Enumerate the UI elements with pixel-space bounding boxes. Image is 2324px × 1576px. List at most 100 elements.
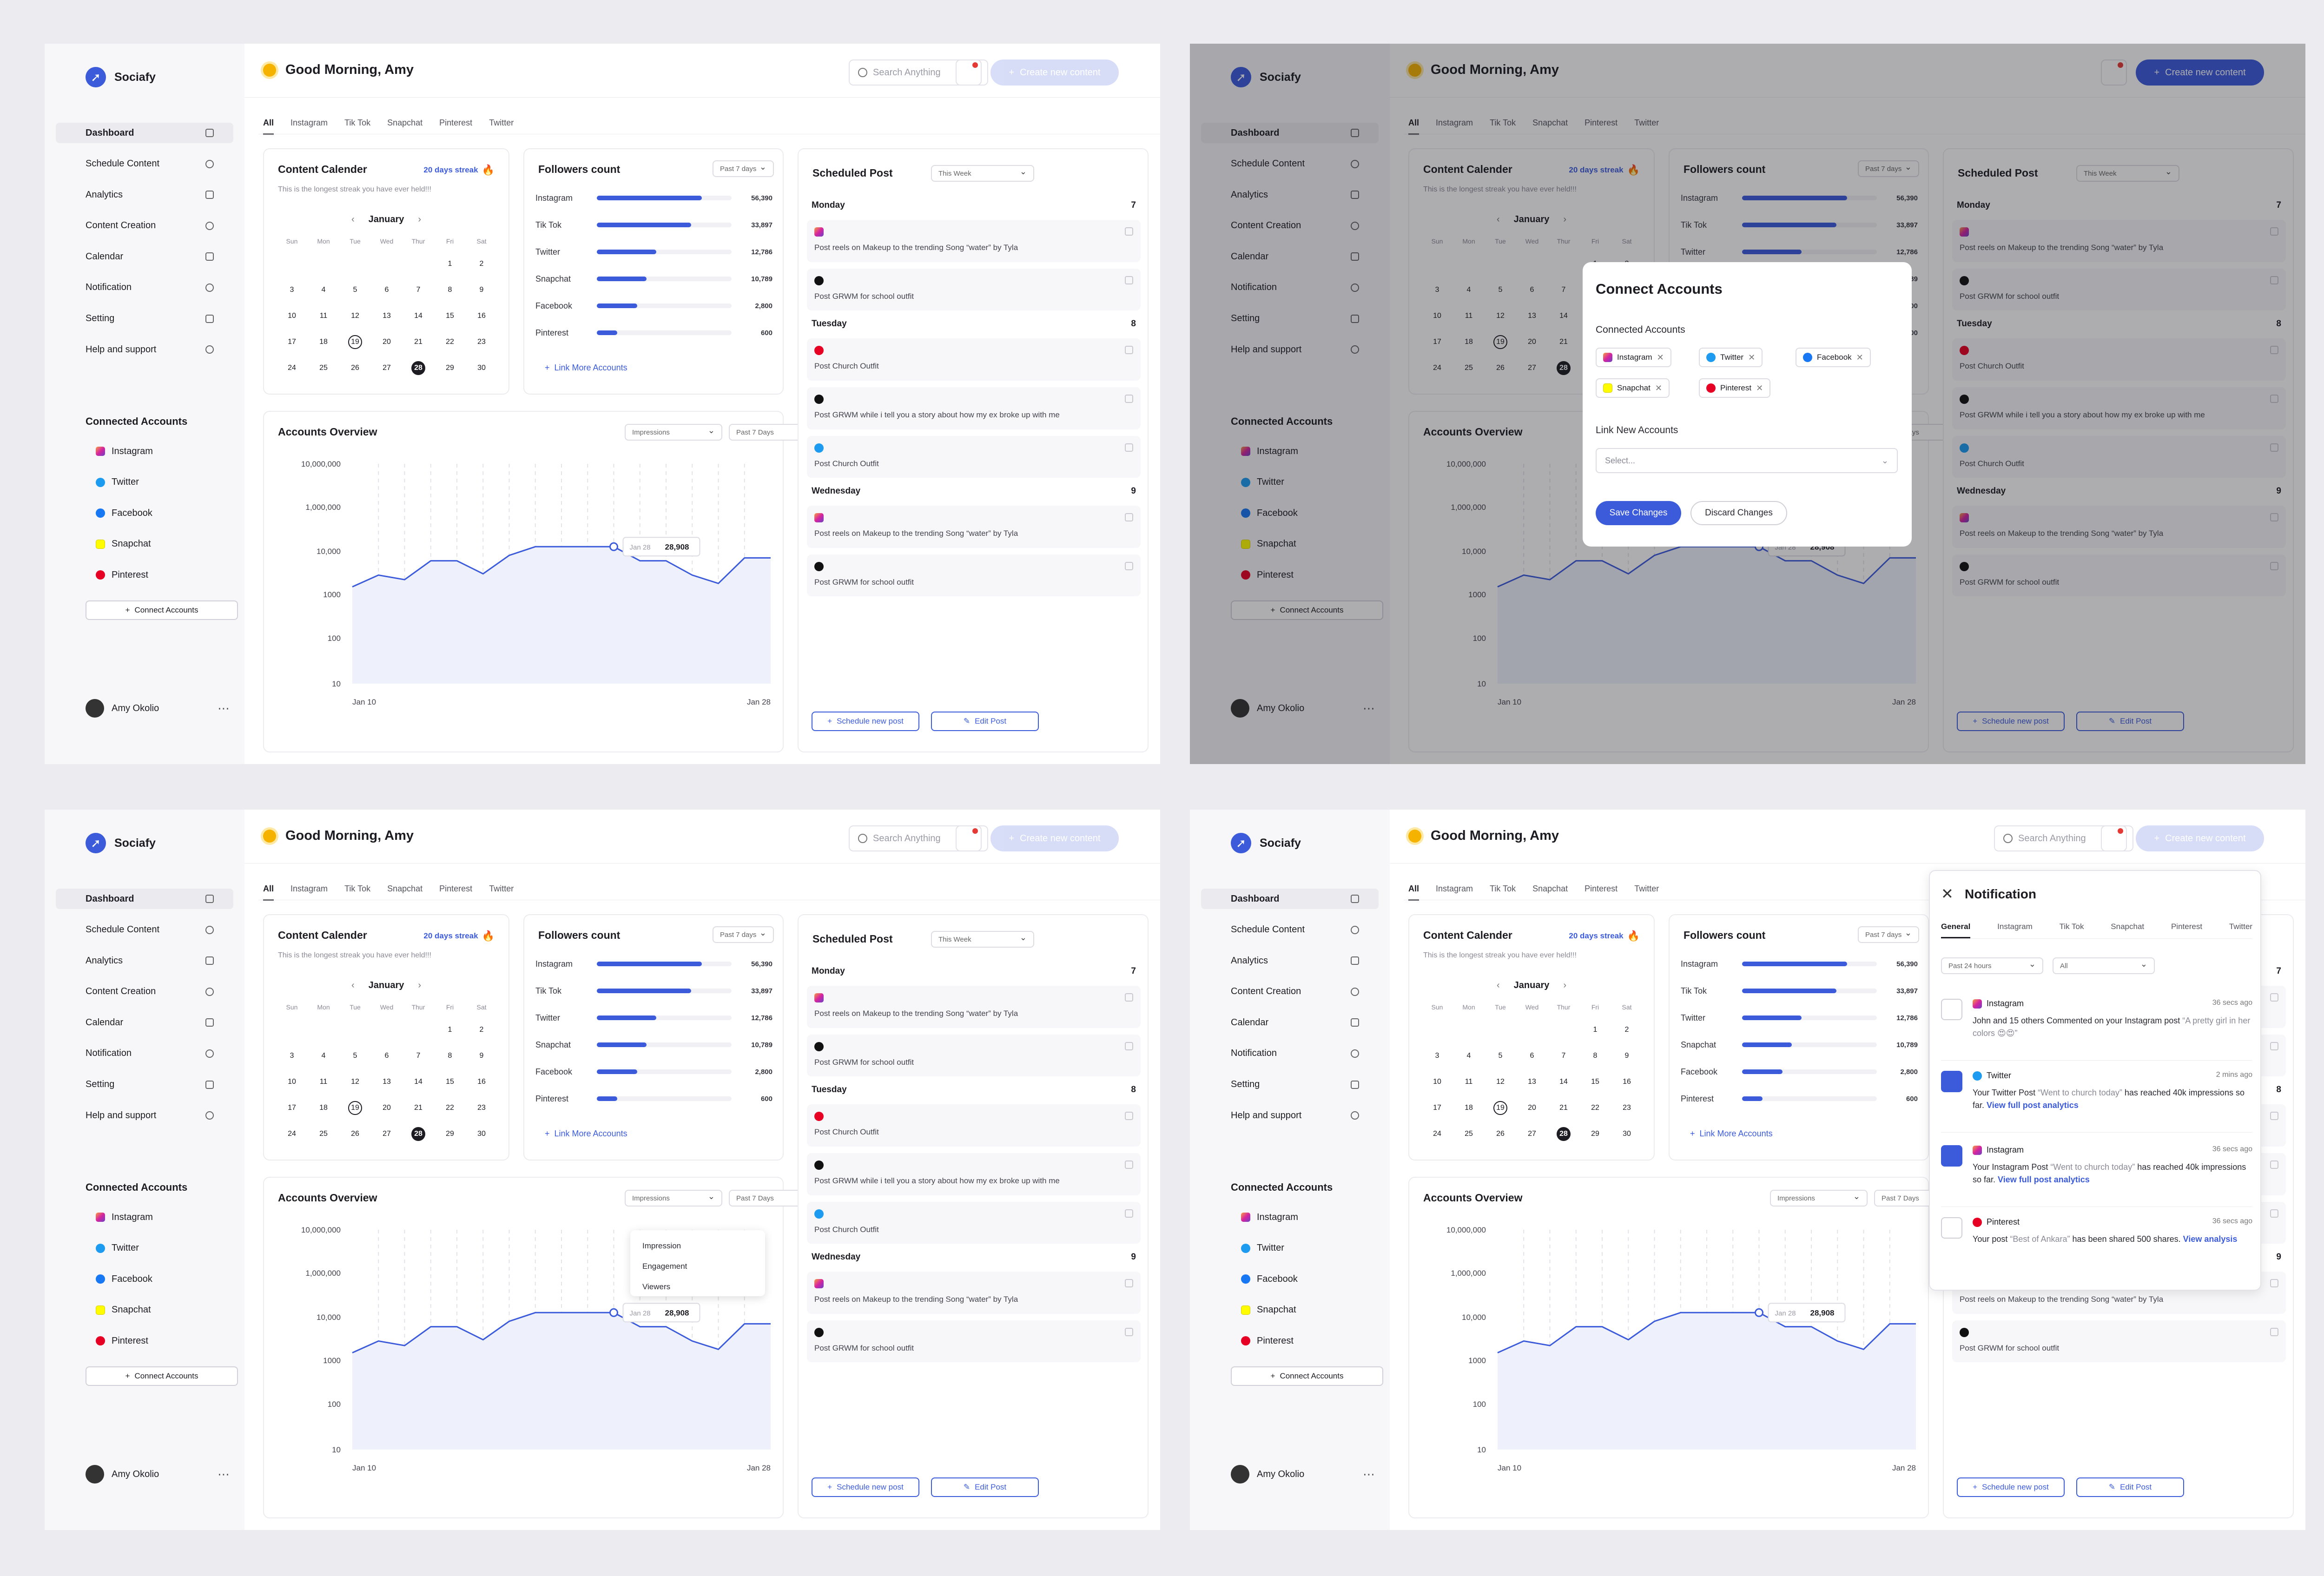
more-options-icon[interactable]: ⋯ <box>218 701 230 715</box>
sidebar-item-notification[interactable]: Notification <box>1201 277 1379 298</box>
connected-account-item[interactable]: Instagram <box>96 1207 153 1227</box>
post-checkbox[interactable] <box>1125 513 1133 522</box>
calendar-day[interactable]: 7 <box>1561 286 1566 294</box>
close-icon[interactable]: ✕ <box>1748 352 1756 362</box>
tab-twitter[interactable]: Twitter <box>1634 884 1659 893</box>
close-icon[interactable]: ✕ <box>1657 352 1664 362</box>
calendar-day[interactable]: 18 <box>319 338 328 346</box>
notification-tab[interactable]: Twitter <box>2229 922 2252 931</box>
calendar-day[interactable]: 29 <box>1591 1130 1599 1138</box>
post-checkbox[interactable] <box>1125 1112 1133 1121</box>
scheduled-post-item[interactable]: Post GRWM while i tell you a story about… <box>1952 387 2286 429</box>
calendar-day[interactable]: 26 <box>1496 1130 1505 1138</box>
tab-snapchat[interactable]: Snapchat <box>1532 118 1568 127</box>
calendar-day[interactable]: 19 <box>348 335 362 349</box>
calendar-day[interactable]: 14 <box>1559 1078 1568 1086</box>
calendar-day[interactable]: 12 <box>351 312 359 320</box>
edit-post-button[interactable]: ✎ Edit Post <box>931 1477 1039 1497</box>
edit-post-button[interactable]: ✎ Edit Post <box>2076 1477 2184 1497</box>
post-checkbox[interactable] <box>1125 346 1133 355</box>
calendar-day[interactable]: 10 <box>288 312 296 320</box>
calendar-day[interactable]: 11 <box>319 312 328 320</box>
close-icon[interactable]: ✕ <box>1655 383 1662 393</box>
calendar-day[interactable]: 20 <box>1528 338 1536 346</box>
sidebar-item-dashboard[interactable]: Dashboard <box>1201 889 1379 909</box>
sidebar-item-help-and-support[interactable]: Help and support <box>56 1105 233 1126</box>
sidebar-item-notification[interactable]: Notification <box>56 1043 233 1064</box>
post-checkbox[interactable] <box>1125 1042 1133 1050</box>
calendar-day[interactable]: 18 <box>1465 338 1473 346</box>
sidebar-item-analytics[interactable]: Analytics <box>1201 185 1379 205</box>
calendar-day[interactable]: 17 <box>288 1104 296 1112</box>
discard-changes-button[interactable]: Discard Changes <box>1690 501 1787 525</box>
metric-dropdown[interactable]: Impressions <box>625 1190 722 1207</box>
calendar-day[interactable]: 24 <box>288 1130 296 1138</box>
calendar-day[interactable]: 27 <box>1528 364 1536 372</box>
calendar-day[interactable]: 5 <box>353 286 357 294</box>
notification-tab[interactable]: Instagram <box>1997 922 2033 931</box>
schedule-new-post-button[interactable]: + Schedule new post <box>1957 1477 2065 1497</box>
post-checkbox[interactable] <box>1125 1279 1133 1288</box>
calendar-day[interactable]: 24 <box>1433 364 1441 372</box>
post-checkbox[interactable] <box>2270 1327 2278 1336</box>
sidebar-item-notification[interactable]: Notification <box>1201 1043 1379 1064</box>
calendar-day[interactable]: 5 <box>1498 286 1503 294</box>
calendar-day[interactable]: 21 <box>414 338 423 346</box>
dropdown-option[interactable]: Engagement <box>642 1262 687 1271</box>
calendar-day[interactable]: 12 <box>1496 1078 1505 1086</box>
calendar-day[interactable]: 5 <box>1498 1052 1503 1060</box>
calendar-day[interactable]: 28 <box>1557 1127 1571 1141</box>
calendar-day[interactable]: 4 <box>321 286 326 294</box>
notification-tab[interactable]: General <box>1941 922 1971 938</box>
sidebar-item-analytics[interactable]: Analytics <box>56 185 233 205</box>
post-checkbox[interactable] <box>2270 1160 2278 1169</box>
calendar-day[interactable]: 27 <box>383 364 391 372</box>
chevron-left-icon[interactable]: ‹ <box>1496 980 1500 990</box>
connected-account-item[interactable]: Twitter <box>1241 472 1298 493</box>
calendar-day[interactable]: 6 <box>384 1052 389 1060</box>
metric-dropdown[interactable]: Impressions <box>1770 1190 1868 1207</box>
tab-pinterest[interactable]: Pinterest <box>1585 118 1618 127</box>
notification-tab[interactable]: Snapchat <box>2111 922 2145 931</box>
sidebar-item-calendar[interactable]: Calendar <box>1201 1012 1379 1033</box>
week-dropdown[interactable]: This Week <box>931 931 1034 948</box>
post-checkbox[interactable] <box>2270 227 2278 236</box>
chevron-left-icon[interactable]: ‹ <box>351 214 355 224</box>
calendar-day[interactable]: 28 <box>1557 361 1571 375</box>
tab-all[interactable]: All <box>263 884 274 901</box>
app-logo[interactable]: ➚ Sociafy <box>86 67 156 87</box>
search-box[interactable]: Search Anything <box>849 59 988 86</box>
calendar-day[interactable]: 11 <box>1465 312 1473 320</box>
calendar-day[interactable]: 26 <box>1496 364 1505 372</box>
calendar-day[interactable]: 6 <box>1530 1052 1534 1060</box>
bell-icon[interactable] <box>956 59 982 86</box>
post-checkbox[interactable] <box>2270 1279 2278 1288</box>
more-options-icon[interactable]: ⋯ <box>1363 701 1375 715</box>
schedule-new-post-button[interactable]: + Schedule new post <box>812 712 919 731</box>
connected-account-item[interactable]: Twitter <box>96 1238 153 1259</box>
connect-accounts-button[interactable]: + Connect Accounts <box>86 600 238 620</box>
post-checkbox[interactable] <box>2270 346 2278 355</box>
connected-account-item[interactable]: Instagram <box>1241 1207 1298 1227</box>
sidebar-item-help-and-support[interactable]: Help and support <box>1201 1105 1379 1126</box>
connect-accounts-button[interactable]: + Connect Accounts <box>86 1366 238 1386</box>
calendar-day[interactable]: 23 <box>1623 1104 1631 1112</box>
calendar-day[interactable]: 18 <box>319 1104 328 1112</box>
sidebar-item-analytics[interactable]: Analytics <box>56 950 233 971</box>
user-profile[interactable]: Amy Okolio ⋯ <box>86 699 230 718</box>
calendar-day[interactable]: 8 <box>448 1052 452 1060</box>
scheduled-post-item[interactable]: Post GRWM while i tell you a story about… <box>807 387 1141 429</box>
notification-tab[interactable]: Tik Tok <box>2059 922 2084 931</box>
connected-account-item[interactable]: Snapchat <box>1241 1300 1298 1320</box>
search-box[interactable]: Search Anything <box>849 825 988 851</box>
sidebar-item-schedule-content[interactable]: Schedule Content <box>1201 920 1379 940</box>
more-options-icon[interactable]: ⋯ <box>1363 1467 1375 1481</box>
connected-account-item[interactable]: Instagram <box>96 441 153 462</box>
calendar-day[interactable]: 19 <box>1493 1101 1507 1115</box>
calendar-day[interactable]: 21 <box>1559 338 1568 346</box>
user-profile[interactable]: Amy Okolio ⋯ <box>1231 1465 1375 1484</box>
scheduled-post-item[interactable]: Post reels on Makeup to the trending Son… <box>807 1272 1141 1314</box>
sidebar-item-dashboard[interactable]: Dashboard <box>1201 123 1379 143</box>
dropdown-option[interactable]: Impression <box>642 1241 681 1250</box>
calendar-day[interactable]: 25 <box>1465 364 1473 372</box>
